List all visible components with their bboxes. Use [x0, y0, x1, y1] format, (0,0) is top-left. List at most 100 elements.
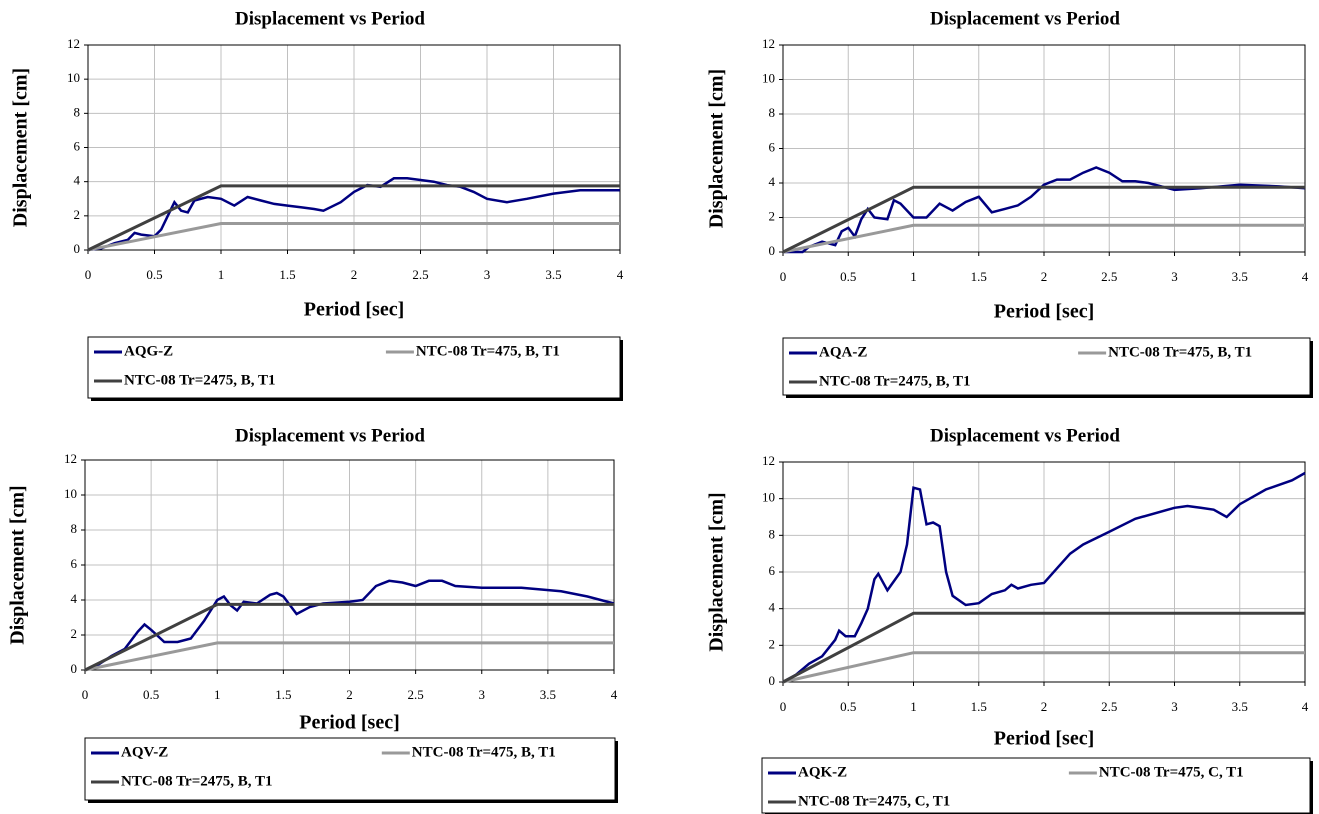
x-axis-label: Period [sec]	[299, 712, 400, 734]
legend-label: AQA-Z	[819, 344, 867, 360]
y-tick-label: 10	[67, 70, 80, 85]
y-axis-label: Displacement [cm]	[7, 485, 29, 644]
chart-title: Displacement vs Period	[235, 8, 425, 29]
legend-label: NTC-08 Tr=2475, C, T1	[798, 793, 950, 809]
chart: 0 2 4 6 8 10 12 0 0.5 1 1.5 2 2.5 3 3.5 4 Displacement v…	[706, 8, 1313, 398]
legend-label: NTC-08 Tr=475, B, T1	[1108, 344, 1252, 360]
y-tick-label: 10	[64, 486, 77, 501]
x-tick-label: 3.5	[1232, 699, 1248, 714]
legend	[84, 737, 616, 801]
y-tick-label: 0	[769, 243, 776, 258]
series-line	[87, 222, 620, 252]
y-axis-label: Displacement [cm]	[706, 69, 728, 228]
y-axis-label: Displacement [cm]	[10, 68, 32, 227]
y-tick-label: 4	[74, 173, 81, 188]
y-tick-label: 8	[769, 526, 776, 541]
y-tick-label: 8	[74, 104, 81, 119]
x-axis-label: Period [sec]	[994, 301, 1095, 323]
y-tick-label: 4	[71, 591, 78, 606]
y-tick-label: 4	[769, 600, 776, 615]
x-tick-label: 2.5	[412, 267, 428, 282]
y-tick-label: 8	[769, 105, 776, 120]
x-tick-label: 1	[910, 269, 917, 284]
x-tick-label: 1.5	[971, 269, 987, 284]
x-tick-label: 3	[479, 687, 486, 702]
y-tick-label: 10	[762, 490, 775, 505]
x-tick-label: 3.5	[545, 267, 561, 282]
legend-label: AQG-Z	[124, 343, 173, 359]
x-tick-label: 2.5	[1101, 699, 1117, 714]
legend-label: AQV-Z	[121, 744, 168, 760]
series-line	[783, 166, 1306, 254]
legend-label: NTC-08 Tr=2475, B, T1	[121, 773, 272, 789]
chart-title: Displacement vs Period	[235, 425, 425, 446]
chart: 0 2 4 6 8 10 12 0 0.5 1 1.5 2 2.5 3 3.5 4 Displacement v…	[7, 425, 618, 803]
legend-label: AQK-Z	[798, 764, 847, 780]
y-tick-label: 12	[64, 451, 77, 466]
x-tick-label: 0	[780, 699, 787, 714]
x-tick-label: 2.5	[408, 687, 424, 702]
chart: 0 2 4 6 8 10 12 0 0.5 1 1.5 2 2.5 3 3.5 4 Displacement v…	[706, 425, 1313, 814]
legend-label: NTC-08 Tr=2475, B, T1	[124, 372, 275, 388]
x-tick-label: 1.5	[971, 699, 987, 714]
y-tick-label: 0	[769, 673, 776, 688]
x-tick-label: 4	[1302, 269, 1309, 284]
series-line	[782, 651, 1305, 684]
legend	[782, 337, 1311, 396]
y-tick-label: 12	[762, 36, 775, 51]
y-tick-label: 4	[769, 174, 776, 189]
y-tick-label: 12	[67, 36, 80, 51]
series-line	[84, 602, 614, 672]
y-tick-label: 2	[74, 207, 81, 222]
legend-label: NTC-08 Tr=475, B, T1	[416, 343, 560, 359]
series-line	[782, 185, 1305, 254]
x-tick-label: 2	[351, 267, 358, 282]
plot-border	[87, 44, 621, 251]
y-tick-label: 6	[769, 139, 776, 154]
series-line	[782, 471, 1306, 684]
x-tick-label: 0	[780, 269, 787, 284]
chart-title: Displacement vs Period	[930, 425, 1120, 446]
chart-title: Displacement vs Period	[930, 8, 1120, 29]
plot-border	[782, 461, 1306, 683]
chart: 0 2 4 6 8 10 12 0 0.5 1 1.5 2 2.5 3 3.5 4 Displacement v…	[10, 8, 624, 401]
x-tick-label: 3	[484, 267, 491, 282]
plot-border	[84, 459, 615, 671]
x-tick-label: 4	[611, 687, 618, 702]
x-axis-label: Period [sec]	[304, 299, 405, 321]
x-tick-label: 3	[1171, 269, 1178, 284]
y-tick-label: 10	[762, 70, 775, 85]
series-line	[84, 579, 615, 672]
x-tick-label: 0.5	[143, 687, 159, 702]
x-tick-label: 0	[82, 687, 89, 702]
x-tick-label: 4	[1302, 699, 1309, 714]
y-axis-label: Displacement [cm]	[706, 492, 728, 651]
series-line	[87, 184, 620, 252]
x-tick-label: 3.5	[540, 687, 556, 702]
x-tick-label: 0.5	[840, 269, 856, 284]
x-tick-label: 2	[1041, 699, 1048, 714]
x-tick-label: 4	[617, 267, 624, 282]
x-tick-label: 1.5	[279, 267, 295, 282]
series-line	[84, 641, 614, 672]
x-tick-label: 1.5	[275, 687, 291, 702]
series-line	[782, 223, 1305, 254]
y-tick-label: 0	[71, 661, 78, 676]
y-tick-label: 2	[769, 208, 776, 223]
x-tick-label: 2	[346, 687, 353, 702]
plot-border	[782, 44, 1306, 253]
legend-label: NTC-08 Tr=2475, B, T1	[819, 373, 970, 389]
y-tick-label: 2	[769, 636, 776, 651]
y-tick-label: 8	[71, 521, 78, 536]
legend	[87, 336, 621, 399]
legend-label: NTC-08 Tr=475, B, T1	[412, 744, 556, 760]
y-tick-label: 2	[71, 626, 78, 641]
x-tick-label: 1	[218, 267, 225, 282]
x-tick-label: 2	[1041, 269, 1048, 284]
series-line	[87, 177, 620, 252]
y-tick-label: 6	[769, 563, 776, 578]
x-tick-label: 1	[214, 687, 221, 702]
x-tick-label: 2.5	[1101, 269, 1117, 284]
x-axis-label: Period [sec]	[994, 728, 1095, 750]
